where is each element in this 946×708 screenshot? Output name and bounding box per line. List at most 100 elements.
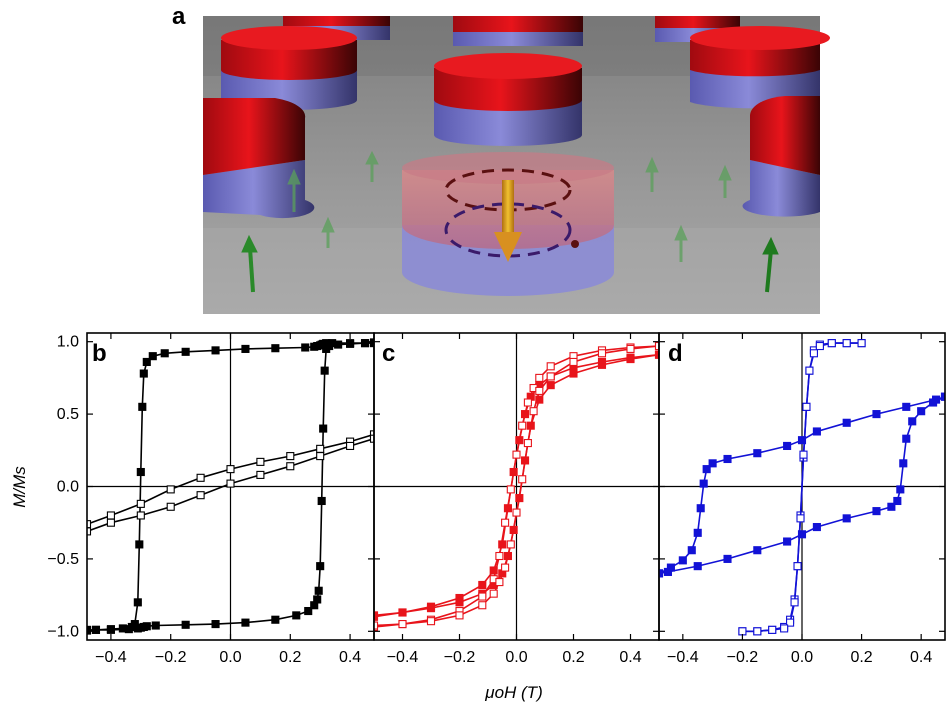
data-point — [857, 339, 866, 348]
x-tick-label: 0.2 — [850, 649, 872, 666]
x-tick-label: −0.4 — [95, 649, 127, 666]
data-point — [815, 341, 824, 351]
x-tick-label: 0.2 — [562, 649, 584, 666]
data-point — [256, 457, 265, 466]
series-group — [87, 338, 374, 635]
y-tick-label: 0.0 — [57, 479, 79, 496]
data-point — [768, 625, 777, 634]
data-point — [133, 598, 142, 607]
data-point — [426, 604, 436, 613]
data-point — [723, 454, 732, 464]
data-point — [256, 470, 265, 479]
data-point — [597, 360, 607, 369]
data-point — [316, 444, 325, 453]
green-arrow-icon — [287, 168, 301, 212]
data-point — [139, 369, 148, 378]
data-point — [523, 439, 532, 448]
data-point — [654, 341, 659, 351]
data-point — [780, 624, 789, 633]
data-point — [271, 615, 280, 624]
data-point — [940, 392, 945, 401]
data-point — [626, 344, 635, 353]
data-point — [546, 381, 555, 390]
data-point — [241, 344, 250, 353]
data-point — [546, 372, 555, 381]
data-point — [304, 606, 313, 616]
data-point — [812, 522, 821, 532]
data-point — [872, 410, 881, 419]
disk — [742, 96, 820, 217]
data-point — [478, 601, 487, 610]
data-point — [790, 598, 799, 607]
data-point — [902, 434, 911, 443]
green-arrow-icon — [674, 224, 688, 262]
data-point — [87, 527, 92, 536]
green-arrow-icon — [645, 156, 659, 192]
data-point — [887, 502, 896, 511]
data-point — [793, 562, 802, 571]
data-point — [196, 473, 205, 482]
data-point — [142, 357, 151, 367]
panel-b-label: b — [92, 340, 107, 367]
panel-a-illustration — [203, 16, 830, 314]
x-tick-label: 0.4 — [910, 649, 932, 666]
y-axis-title: M/Ms — [10, 466, 29, 508]
y-tick-label: −0.5 — [47, 551, 79, 568]
data-point — [241, 618, 250, 627]
data-point — [687, 546, 696, 555]
data-point — [398, 608, 407, 617]
data-point — [899, 459, 908, 468]
x-tick-label: −0.2 — [444, 649, 476, 666]
data-point — [908, 417, 917, 426]
data-point — [659, 569, 664, 578]
data-point — [91, 625, 101, 634]
disk — [203, 98, 315, 219]
data-point — [896, 485, 905, 494]
data-point — [360, 339, 370, 348]
data-point — [133, 624, 142, 633]
data-point — [529, 407, 538, 416]
data-point — [124, 625, 133, 634]
data-point — [181, 347, 190, 356]
disk — [434, 53, 582, 146]
x-tick-label: −0.2 — [155, 649, 187, 666]
data-point — [738, 627, 747, 636]
data-point — [723, 554, 732, 563]
data-point — [569, 357, 578, 367]
data-point — [654, 350, 659, 359]
data-point — [506, 485, 515, 494]
data-point — [802, 402, 811, 411]
y-tick-label: −1.0 — [47, 623, 79, 640]
chart-panel-b: −0.4 −0.2 0.0 0.2 0.4 −1.0 −0.5 0.0 0.5 1.0 — [47, 332, 375, 666]
data-point — [455, 611, 464, 620]
data-point — [292, 611, 301, 620]
green-arrow-icon — [762, 236, 779, 293]
data-point — [489, 589, 498, 598]
data-point — [316, 562, 325, 571]
data-point — [226, 465, 235, 474]
data-point — [569, 369, 578, 378]
x-tick-label: 0.0 — [791, 649, 813, 666]
green-arrow-icon — [365, 150, 379, 182]
data-point — [286, 462, 295, 471]
data-point — [495, 578, 504, 587]
x-tick-label: 0.0 — [505, 649, 527, 666]
data-point — [535, 395, 544, 404]
data-point — [842, 418, 851, 427]
data-point — [708, 459, 717, 468]
data-point — [211, 620, 220, 629]
disk — [221, 26, 357, 110]
data-point — [87, 625, 92, 634]
series-group — [374, 341, 659, 632]
data-point — [334, 340, 343, 349]
data-point — [181, 620, 190, 629]
data-point — [917, 407, 926, 416]
data-point — [699, 479, 708, 488]
data-point — [872, 507, 881, 516]
data-point — [455, 598, 464, 607]
data-point — [398, 620, 407, 629]
data-point — [693, 562, 702, 571]
data-point — [842, 514, 851, 523]
data-point — [799, 450, 808, 459]
